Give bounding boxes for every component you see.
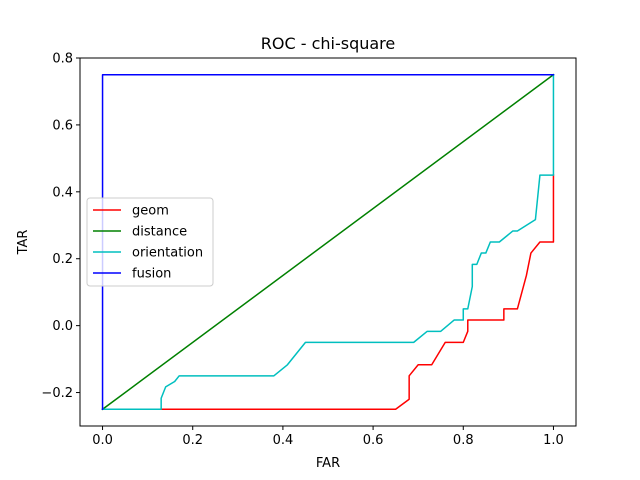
legend: geom distance orientation fusion [86,197,214,287]
legend-label-geom: geom [132,204,169,219]
x-tick-label: 0.0 [92,433,113,448]
x-tick-label: 1.0 [543,433,564,448]
legend-label-fusion: fusion [132,267,171,282]
plot-lines [101,73,555,411]
y-tick-label: 0.8 [52,52,73,67]
y-axis-ticks: −0.2 0.0 0.2 0.4 0.6 0.8 [41,52,80,401]
series-line-orientation [101,73,555,411]
x-tick-label: 0.6 [363,433,384,448]
y-axis-title: TAR [16,230,31,256]
plot-frame [79,57,577,427]
y-tick-label: 0.4 [52,185,73,200]
x-axis-title: FAR [316,456,340,471]
x-tick-label: 0.8 [453,433,474,448]
y-tick-label: 0.6 [52,118,73,133]
y-tick-label: 0.2 [52,252,73,267]
x-axis-ticks: 0.0 0.2 0.4 0.6 0.8 1.0 [92,426,564,448]
series-line-fusion [101,73,555,411]
series-line-distance [101,73,555,411]
series-line-geom [101,174,555,411]
y-tick-label: 0.0 [52,319,73,334]
chart-title: ROC - chi-square [261,34,396,53]
x-tick-label: 0.4 [273,433,294,448]
x-tick-label: 0.2 [182,433,203,448]
legend-label-distance: distance [132,225,187,240]
legend-label-orientation: orientation [132,246,203,261]
legend-box [86,197,214,287]
y-tick-label: −0.2 [41,386,73,401]
